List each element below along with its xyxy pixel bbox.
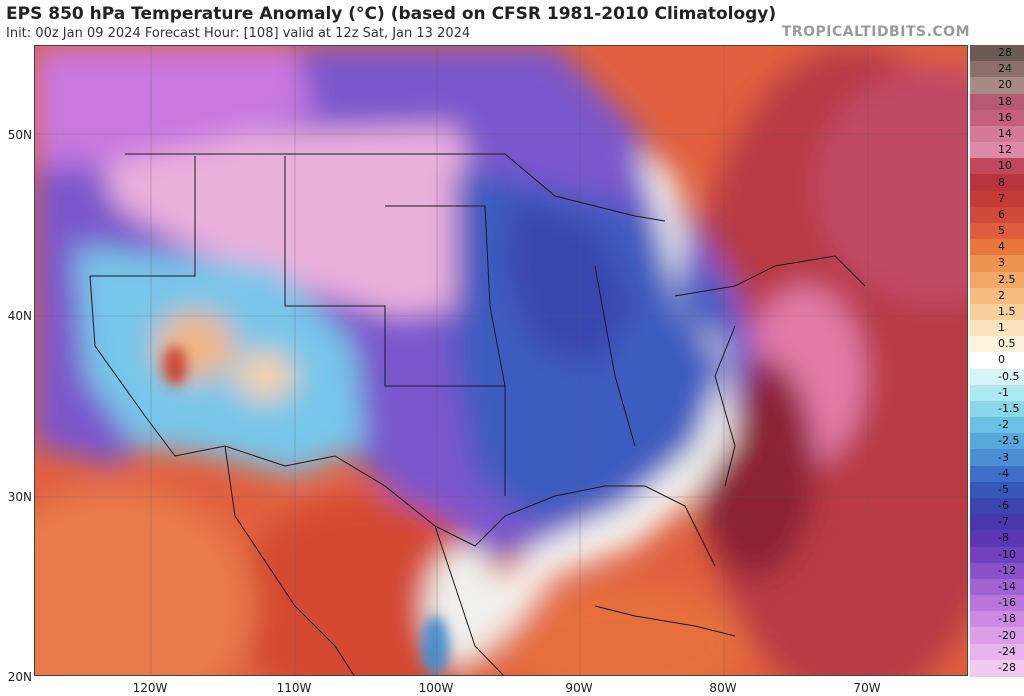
lon-label-90w: 90W <box>565 681 593 695</box>
lat-label-50n: 50N <box>7 128 32 142</box>
lat-label-40n: 40N <box>7 309 32 323</box>
colorbar-swatch: 16 <box>970 109 1024 127</box>
colorbar-swatch: 14 <box>970 125 1024 143</box>
colorbar-label: -8 <box>998 531 1009 545</box>
colorbar-swatch: 0 <box>970 352 1024 370</box>
colorbar-swatch: -1.5 <box>970 400 1024 418</box>
colorbar-label: -18 <box>998 612 1016 626</box>
colorbar-label: -14 <box>998 580 1016 593</box>
anomaly-map[interactable] <box>34 45 968 676</box>
colorbar-swatch: 28 <box>970 45 1024 62</box>
colorbar-label: 1.5 <box>998 304 1016 318</box>
colorbar-label: 0.5 <box>998 337 1016 351</box>
colorbar-label: -10 <box>998 547 1016 561</box>
colorbar-label: -12 <box>998 563 1016 577</box>
colorbar-label: -4 <box>998 466 1009 480</box>
colorbar-swatch: 24 <box>970 61 1024 78</box>
colorbar-swatch: -6 <box>970 498 1024 515</box>
colorbar-swatch: -7 <box>970 514 1024 531</box>
colorbar-label: -1.5 <box>998 402 1020 416</box>
colorbar-swatch: -1 <box>970 384 1024 402</box>
colorbar-label: 2.5 <box>998 272 1016 286</box>
colorbar-swatch: 7 <box>970 190 1024 208</box>
lon-label-100w: 100W <box>418 681 454 695</box>
colorbar-swatch: -12 <box>970 562 1024 580</box>
colorbar-swatch: 2.5 <box>970 271 1024 289</box>
colorbar-swatch: 0.5 <box>970 336 1024 353</box>
colorbar-label: 18 <box>998 94 1012 108</box>
colorbar-label: 2 <box>998 288 1005 302</box>
colorbar-label: -20 <box>998 628 1016 642</box>
colorbar-swatch: -10 <box>970 546 1024 564</box>
brand-watermark[interactable]: TROPICALTIDBITS.COM <box>781 24 970 40</box>
colorbar-swatch: -4 <box>970 465 1024 483</box>
colorbar-swatch: 8 <box>970 174 1024 192</box>
lon-label-80w: 80W <box>709 681 737 695</box>
colorbar-swatch: -5 <box>970 481 1024 499</box>
colorbar-label: -28 <box>998 660 1016 674</box>
colorbar-label: -7 <box>998 515 1009 529</box>
colorbar-swatch: -0.5 <box>970 368 1024 386</box>
forecast-info: Init: 00z Jan 09 2024 Forecast Hour: [10… <box>6 26 471 41</box>
colorbar-label: 28 <box>998 46 1012 60</box>
colorbar-label: 7 <box>998 191 1005 205</box>
colorbar-swatch: -24 <box>970 643 1024 661</box>
colorbar-label: 12 <box>998 143 1012 157</box>
colorbar-swatch: 12 <box>970 142 1024 159</box>
colorbar-label: 14 <box>998 126 1012 140</box>
colorbar-swatch: 20 <box>970 77 1024 95</box>
colorbar-label: 20 <box>998 78 1012 92</box>
colorbar-swatch: 10 <box>970 158 1024 176</box>
colorbar-swatch: 3 <box>970 255 1024 273</box>
colorbar-label: 1 <box>998 321 1005 335</box>
lon-label-110w: 110W <box>276 681 312 695</box>
colorbar-swatch: 6 <box>970 206 1024 224</box>
colorbar-swatch: 2 <box>970 287 1024 305</box>
colorbar-label: 5 <box>998 224 1005 238</box>
colorbar-label: 10 <box>998 159 1012 173</box>
colorbar-swatch: -20 <box>970 627 1024 645</box>
colorbar-label: -6 <box>998 499 1009 513</box>
colorbar-label: 24 <box>998 62 1012 76</box>
colorbar-swatch: 4 <box>970 239 1024 256</box>
colorbar-label: 6 <box>998 207 1005 221</box>
colorbar-swatch: -2.5 <box>970 433 1024 451</box>
political-boundaries <box>89 153 866 675</box>
colorbar-label: -0.5 <box>998 369 1020 383</box>
colorbar-swatch: -2 <box>970 417 1024 434</box>
colorbar-swatch: -28 <box>970 659 1024 677</box>
colorbar-label: -16 <box>998 596 1016 610</box>
colorbar-label: -3 <box>998 450 1009 464</box>
colorbar-swatch: -18 <box>970 611 1024 629</box>
colorbar-label: -24 <box>998 644 1016 658</box>
colorbar-label: 4 <box>998 240 1005 254</box>
colorbar-swatch: -8 <box>970 530 1024 548</box>
colorbar-label: -2 <box>998 418 1009 432</box>
lon-label-70w: 70W <box>853 681 881 695</box>
colorbar-label: 8 <box>998 175 1005 189</box>
lon-label-120w: 120W <box>132 681 168 695</box>
color-scale-legend: 28 24 20 18 16 14 12 10 8 7 6 5 4 3 2.5 2 1.5 1 0.5 0 -0.5 -1… <box>970 45 1024 677</box>
colorbar-swatch: -16 <box>970 595 1024 612</box>
map-title: EPS 850 hPa Temperature Anomaly (°C) (ba… <box>6 4 777 24</box>
colorbar-swatch: 18 <box>970 93 1024 111</box>
lat-label-20n: 20N <box>7 670 32 684</box>
anomaly-field <box>35 46 967 675</box>
graticule <box>35 46 967 675</box>
colorbar-swatch: -14 <box>970 578 1024 596</box>
colorbar-label: 3 <box>998 256 1005 270</box>
colorbar-label: -1 <box>998 385 1009 399</box>
colorbar-label: -2.5 <box>998 434 1020 448</box>
colorbar-swatch: 1 <box>970 320 1024 337</box>
colorbar-label: 0 <box>998 353 1005 367</box>
colorbar-label: 16 <box>998 110 1012 124</box>
colorbar-swatch: 5 <box>970 222 1024 240</box>
lat-label-30n: 30N <box>7 490 32 504</box>
colorbar-swatch: -3 <box>970 449 1024 467</box>
colorbar-swatch: 1.5 <box>970 303 1024 321</box>
colorbar-label: -5 <box>998 482 1009 496</box>
